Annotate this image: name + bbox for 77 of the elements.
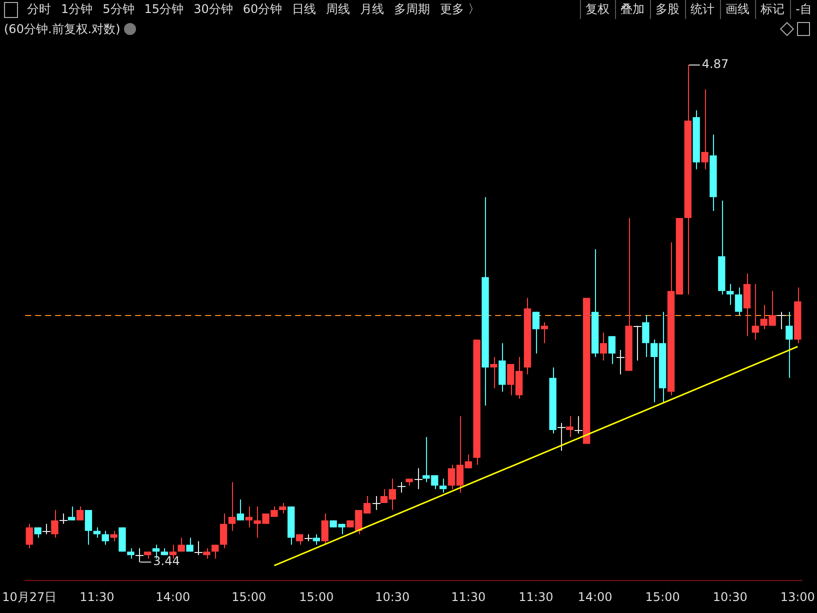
x-tick-label: 11:30: [80, 590, 114, 604]
candlestick: [212, 544, 219, 560]
x-tick-label: 14:00: [578, 590, 612, 604]
x-tick-label: 10月27日: [2, 590, 57, 604]
candlestick: [734, 286, 742, 316]
candlestick: [777, 311, 786, 330]
x-tick-label: 15:00: [232, 590, 266, 604]
x-tick-label: 10:30: [375, 590, 410, 604]
candlestick: [93, 526, 101, 538]
candlestick: [312, 534, 320, 546]
x-tick-label: 10:30: [712, 590, 748, 604]
candlestick: [414, 468, 423, 490]
candlestick: [574, 416, 583, 434]
text: 标记: [754, 0, 790, 19]
candlestick: [726, 284, 734, 306]
text: 30分钟: [192, 1, 234, 18]
candlestick: [127, 548, 134, 560]
candlestick: [203, 548, 210, 560]
candlestick: [490, 356, 498, 389]
text: 画线: [720, 0, 755, 19]
candlestick: [194, 540, 203, 556]
text: 15分钟: [143, 1, 185, 18]
text: 复权: [580, 0, 615, 19]
candlestick: [84, 509, 92, 546]
candlestick: [102, 530, 109, 546]
text: -自: [790, 0, 817, 19]
x-tick-label: 13:00: [780, 590, 815, 604]
text: 多周期: [393, 1, 432, 18]
text: 周线: [325, 1, 352, 18]
text: 统计: [684, 0, 720, 19]
candlestick: [178, 537, 185, 552]
text: 更多 〉: [439, 1, 481, 18]
candlestick: [372, 496, 381, 510]
candlestick: [236, 499, 244, 521]
x-tick-label: 15:00: [645, 590, 680, 604]
candlestick: [110, 530, 118, 542]
candlestick: [68, 506, 76, 521]
text: 叠加: [614, 0, 650, 19]
x-tick-label: 14:00: [156, 590, 190, 604]
candlestick: [321, 512, 328, 546]
candlestick: [245, 506, 252, 528]
candlestick: [279, 502, 286, 514]
candlestick: [540, 322, 548, 344]
candlestick: [532, 311, 540, 354]
candlestick: [608, 336, 616, 364]
candlestick: [59, 512, 68, 524]
candlestick: [633, 325, 642, 361]
candlestick: [786, 311, 793, 378]
x-tick-label: 11:30: [451, 590, 486, 604]
candlestick: [439, 478, 447, 494]
candlestick: [76, 506, 84, 521]
annotation: 4.87: [702, 57, 729, 72]
candlestick: [42, 523, 51, 535]
chart-title: (60分钟.前复权.对数): [4, 21, 120, 38]
annotation: 3.44: [153, 554, 180, 568]
x-tick-label: 11:30: [518, 590, 554, 604]
candlestick: [228, 482, 236, 532]
candlestick: [51, 509, 58, 538]
x-tick-label: 15:00: [299, 590, 334, 604]
text: 分时: [26, 1, 52, 18]
candlestick: [186, 537, 194, 552]
text: 月线: [359, 1, 386, 18]
text: 多股: [650, 0, 685, 19]
text: 60分钟: [242, 1, 284, 18]
candlestick: [600, 332, 608, 361]
candlestick: [26, 523, 33, 549]
candlestick: [752, 284, 760, 340]
candlestick: [701, 88, 708, 170]
candlestick: [557, 422, 566, 452]
text: 5分钟: [102, 1, 136, 18]
candlestick: [566, 416, 574, 438]
text: 日线: [291, 1, 318, 18]
candlestick: [220, 512, 228, 549]
candlestick: [397, 482, 406, 494]
candlestick: [616, 350, 625, 375]
text: 1分钟: [60, 1, 94, 18]
candlestick: [642, 314, 650, 358]
